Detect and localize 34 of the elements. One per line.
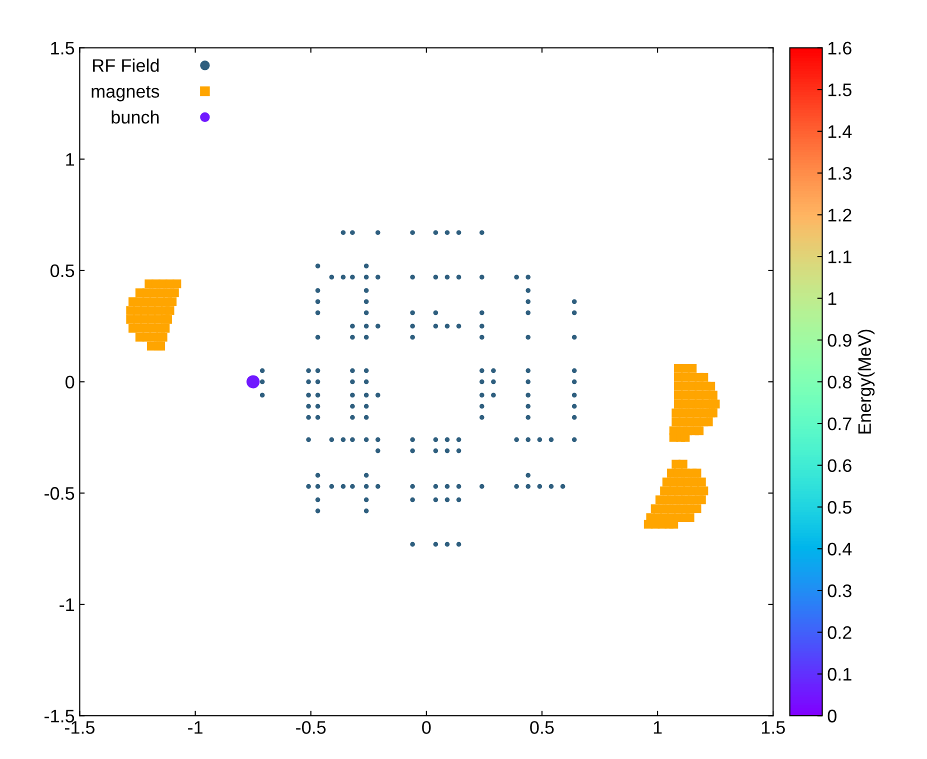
- x-tick-label: -1: [188, 721, 202, 734]
- color-bar-label: 1: [828, 292, 836, 305]
- color-bar-label: 0.6: [828, 459, 852, 472]
- y-tick-label: -1: [60, 598, 74, 611]
- color-bar-label: 1.3: [828, 166, 852, 180]
- color-bar-label: 0.3: [828, 584, 852, 598]
- color-bar-title: Energy(MeV): [858, 330, 875, 434]
- color-bar-label: 1.1: [828, 250, 852, 264]
- color-bar-label: 0: [828, 710, 836, 722]
- color-bar-label: 0.4: [828, 542, 852, 556]
- color-bar-label: 0.9: [828, 334, 852, 347]
- color-bar-label: 0.5: [828, 500, 852, 514]
- color-bar-label: 0.1: [828, 668, 852, 681]
- color-bar-label: 1.2: [828, 208, 852, 222]
- y-tick-label: 1: [66, 153, 74, 166]
- legend-label: magnets: [92, 86, 160, 102]
- y-tick-label: -0.5: [44, 487, 74, 500]
- y-tick-label: 0.5: [50, 264, 74, 278]
- color-bar-label: 0.2: [828, 626, 852, 639]
- y-tick-label: -1.5: [44, 710, 74, 722]
- color-bar-label: 1.6: [828, 42, 852, 55]
- y-tick-label: 0: [66, 376, 74, 388]
- color-bar-label: 0.8: [828, 376, 852, 388]
- x-tick-label: 1: [654, 721, 662, 734]
- legend-label: RF Field: [93, 58, 159, 72]
- color-bar-label: 1.5: [828, 84, 852, 96]
- x-tick-label: 0: [422, 721, 431, 734]
- x-tick-label: 0.5: [530, 721, 554, 734]
- x-tick-label: -0.5: [296, 721, 326, 734]
- legend-label: bunch: [112, 110, 159, 124]
- color-bar-label: 0.7: [828, 417, 852, 430]
- x-tick-label: 1.5: [762, 721, 785, 734]
- y-tick-label: 1.5: [51, 42, 74, 55]
- color-bar-label: 1.4: [828, 125, 852, 138]
